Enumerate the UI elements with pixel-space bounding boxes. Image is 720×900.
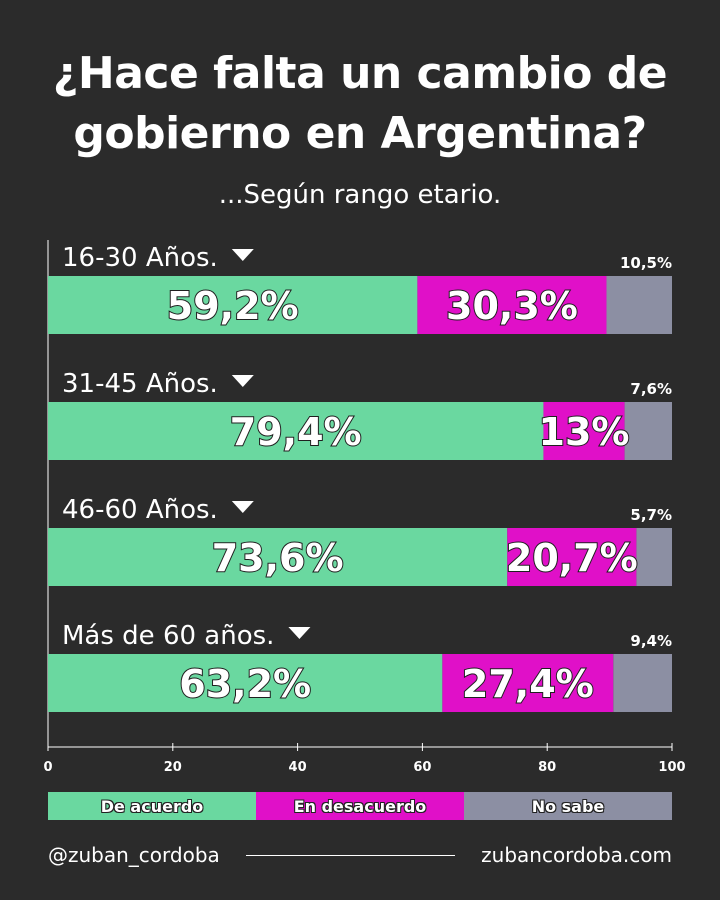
bar-3-1 [442, 654, 614, 712]
x-tick-label-5: 100 [658, 760, 685, 775]
chevron-down-icon-0 [231, 249, 254, 261]
category-label-0: 16-30 Años. [62, 243, 218, 273]
category-label-2: 46-60 Años. [62, 495, 218, 525]
data-label-2-0: 73,6% [212, 536, 344, 580]
category-label-1: 31-45 Años. [62, 369, 218, 399]
data-label-1-2: 7,6% [630, 380, 672, 398]
data-label-0-2: 10,5% [620, 254, 672, 272]
data-label-2-1: 20,7% [506, 536, 638, 580]
stacked-bar-chart: 0 20 40 60 80 100 16-30 Años. 59,2% 30,3% 10,5% 31… [43, 240, 686, 775]
chevron-down-icon-2 [231, 501, 254, 513]
data-label-2-2: 5,7% [630, 506, 672, 524]
x-tick-label-1: 20 [164, 760, 182, 775]
title-line-2: gobierno en Argentina? [73, 108, 647, 159]
legend-item-0: De acuerdo [48, 792, 256, 820]
bar-3-0 [48, 654, 443, 712]
data-label-1-1: 13% [539, 410, 630, 454]
footer-divider [245, 854, 456, 856]
x-tick-label-3: 60 [413, 760, 431, 775]
bar-3-2 [613, 654, 672, 712]
bar-1-2 [624, 402, 672, 460]
bar-0-0 [48, 276, 418, 334]
x-tick-label-0: 0 [43, 760, 52, 775]
bar-0-1 [417, 276, 607, 334]
bar-2-1 [507, 528, 637, 586]
data-label-3-0: 63,2% [179, 662, 311, 706]
bar-0-2 [606, 276, 672, 334]
legend-item-1: En desacuerdo [256, 792, 464, 820]
chart-subtitle: ...Según rango etario. [218, 180, 502, 210]
footer: @zuban_cordoba zubancordoba.com [48, 840, 672, 870]
title-line-1: ¿Hace falta un cambio de [52, 48, 668, 99]
bar-2-0 [48, 528, 508, 586]
chevron-down-icon-3 [288, 627, 311, 639]
data-label-3-1: 27,4% [462, 662, 594, 706]
footer-website: zubancordoba.com [481, 843, 672, 867]
chevron-down-icon-1 [231, 375, 254, 387]
legend-item-2: No sabe [464, 792, 672, 820]
x-tick-label-2: 40 [289, 760, 307, 775]
data-label-3-2: 9,4% [630, 632, 672, 650]
bar-1-0 [48, 402, 544, 460]
data-label-0-0: 59,2% [167, 284, 299, 328]
legend: De acuerdo En desacuerdo No sabe [48, 792, 672, 820]
bar-2-2 [636, 528, 672, 586]
footer-handle: @zuban_cordoba [48, 843, 220, 867]
x-tick-label-4: 80 [538, 760, 556, 775]
bar-1-1 [543, 402, 625, 460]
data-label-1-0: 79,4% [230, 410, 362, 454]
data-label-0-1: 30,3% [446, 284, 578, 328]
chart-title: ¿Hace falta un cambio de gobierno en Arg… [0, 44, 720, 164]
category-label-3: Más de 60 años. [62, 621, 274, 651]
